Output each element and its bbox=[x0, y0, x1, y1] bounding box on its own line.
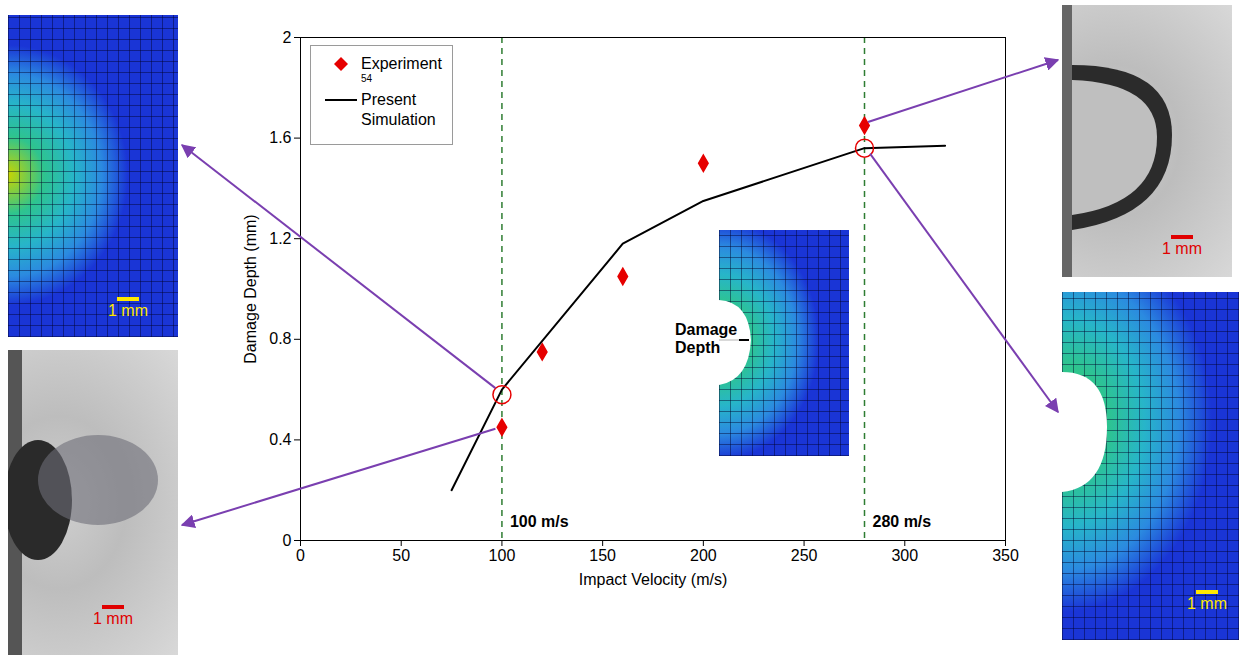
html-text:1 mm: 1 mm bbox=[93, 610, 133, 627]
svg-text:350: 350 bbox=[992, 547, 1019, 564]
svg-text:1.2: 1.2 bbox=[269, 230, 291, 247]
html-text:Damage: Damage bbox=[675, 321, 738, 338]
svg-text:150: 150 bbox=[589, 547, 616, 564]
html-text:Experiment: Experiment bbox=[361, 55, 442, 72]
html-text:1 mm: 1 mm bbox=[108, 302, 148, 319]
svg-text:200: 200 bbox=[690, 547, 717, 564]
svg-text:0.4: 0.4 bbox=[269, 431, 291, 448]
html-text:Present: Present bbox=[361, 91, 417, 108]
svg-text:2: 2 bbox=[283, 29, 292, 46]
svg-text:0: 0 bbox=[283, 532, 292, 549]
svg-text:Impact Velocity (m/s): Impact Velocity (m/s) bbox=[579, 571, 727, 588]
html-text:Depth: Depth bbox=[675, 339, 721, 356]
svg-text:50: 50 bbox=[392, 547, 410, 564]
svg-text:100 m/s: 100 m/s bbox=[510, 513, 569, 530]
svg-text:300: 300 bbox=[891, 547, 918, 564]
svg-text:0: 0 bbox=[296, 547, 305, 564]
svg-text:280 m/s: 280 m/s bbox=[873, 513, 932, 530]
html-text:1 mm: 1 mm bbox=[1162, 240, 1202, 257]
svg-text:250: 250 bbox=[791, 547, 818, 564]
html-text:54: 54 bbox=[361, 73, 373, 84]
svg-text:Damage Depth (mm): Damage Depth (mm) bbox=[242, 214, 259, 363]
svg-text:1.6: 1.6 bbox=[269, 129, 291, 146]
html-text:Simulation: Simulation bbox=[361, 111, 436, 128]
svg-text:100: 100 bbox=[489, 547, 516, 564]
html-text:1 mm: 1 mm bbox=[1187, 595, 1227, 612]
svg-text:0.8: 0.8 bbox=[269, 330, 291, 347]
